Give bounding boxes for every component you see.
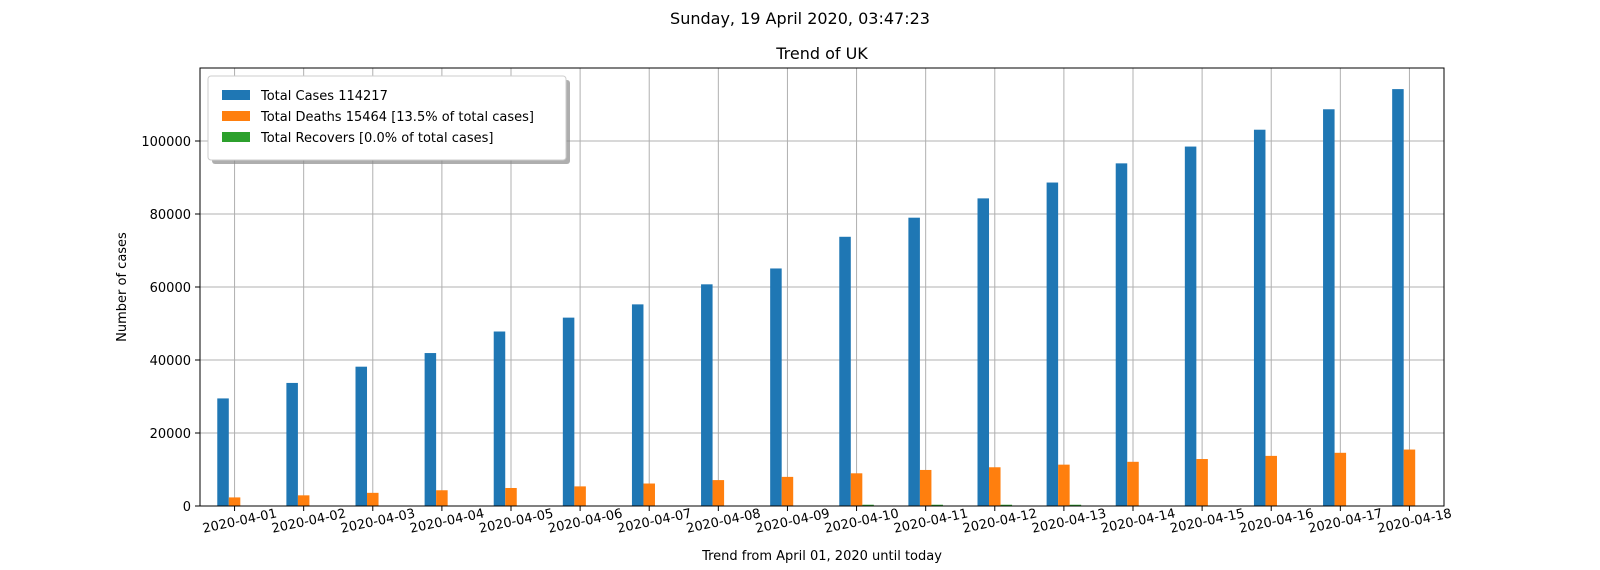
bar — [286, 383, 298, 506]
legend: Total Cases 114217 Total Deaths 15464 [13… — [208, 76, 570, 164]
bar — [494, 332, 506, 506]
x-axis-label: Trend from April 01, 2020 until today — [701, 549, 942, 564]
bar — [851, 473, 863, 506]
x-tick-label: 2020-04-05 — [478, 506, 555, 536]
x-tick-label: 2020-04-04 — [409, 506, 486, 536]
bar — [1254, 130, 1266, 506]
bar — [1265, 456, 1277, 506]
bar — [563, 318, 575, 506]
y-axis: 0 20000 40000 60000 80000 100000 — [141, 135, 200, 515]
bar — [217, 398, 229, 506]
chart-title: Trend of UK — [775, 44, 868, 63]
x-tick-label: 2020-04-18 — [1376, 506, 1453, 536]
bar — [978, 198, 990, 506]
legend-swatch — [222, 90, 250, 100]
y-axis-label: Number of cases — [115, 232, 130, 342]
legend-label: Total Recovers [0.0% of total cases] — [260, 131, 493, 146]
bar — [1047, 183, 1059, 506]
x-tick-label: 2020-04-07 — [616, 506, 693, 536]
y-tick-label: 100000 — [141, 135, 191, 150]
bar — [367, 493, 379, 506]
y-tick-label: 60000 — [150, 281, 191, 296]
bar — [1127, 462, 1139, 506]
y-tick-label: 80000 — [150, 208, 191, 223]
bar — [713, 480, 725, 506]
x-tick-label: 2020-04-13 — [1031, 506, 1108, 536]
x-tick-label: 2020-04-02 — [270, 506, 347, 536]
y-tick-label: 20000 — [150, 427, 191, 442]
bar — [770, 268, 782, 506]
bar — [298, 495, 310, 506]
bar — [436, 490, 448, 506]
bar — [574, 486, 586, 506]
x-tick-label: 2020-04-08 — [685, 506, 762, 536]
bar — [643, 484, 655, 506]
bar — [229, 497, 241, 506]
x-tick-label: 2020-04-09 — [754, 506, 831, 536]
x-tick-label: 2020-04-16 — [1238, 506, 1315, 536]
bar — [782, 477, 794, 506]
y-tick-label: 0 — [183, 500, 191, 515]
bar — [1185, 147, 1197, 506]
bar — [989, 467, 1001, 506]
x-tick-label: 2020-04-11 — [892, 506, 969, 536]
x-tick-label: 2020-04-01 — [201, 506, 278, 536]
x-tick-label: 2020-04-03 — [340, 506, 417, 536]
figure-suptitle: Sunday, 19 April 2020, 03:47:23 — [670, 9, 930, 28]
bar — [908, 218, 920, 506]
x-tick-label: 2020-04-15 — [1169, 506, 1246, 536]
bar — [1116, 163, 1128, 506]
legend-label: Total Cases 114217 — [260, 89, 388, 104]
x-tick-label: 2020-04-14 — [1100, 506, 1177, 536]
bar — [1196, 459, 1208, 506]
x-tick-label: 2020-04-10 — [823, 506, 900, 536]
bar — [425, 353, 437, 506]
bar — [1392, 89, 1404, 506]
bar — [1058, 465, 1070, 506]
legend-swatch — [222, 111, 250, 121]
bar — [1404, 450, 1416, 506]
bar — [356, 367, 368, 506]
legend-label: Total Deaths 15464 [13.5% of total cases… — [260, 110, 534, 125]
bar — [701, 284, 713, 506]
bar — [632, 304, 644, 506]
legend-swatch — [222, 132, 250, 142]
bar — [839, 237, 851, 506]
bar — [505, 488, 517, 506]
x-axis: 2020-04-012020-04-022020-04-032020-04-04… — [201, 506, 1453, 537]
bar — [1335, 453, 1347, 506]
y-tick-label: 40000 — [150, 354, 191, 369]
bar — [920, 470, 932, 506]
x-tick-label: 2020-04-12 — [962, 506, 1039, 536]
bar — [1323, 109, 1335, 506]
x-tick-label: 2020-04-17 — [1307, 506, 1384, 536]
x-tick-label: 2020-04-06 — [547, 506, 624, 536]
